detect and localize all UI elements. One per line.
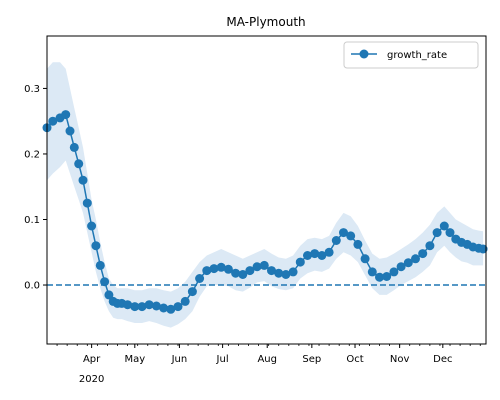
x-tick-year-label: 2020: [79, 374, 104, 385]
data-point: [259, 260, 269, 270]
data-point: [375, 272, 384, 282]
data-point: [418, 249, 428, 259]
legend-label: growth_rate: [387, 50, 447, 61]
x-axis: Apr 2020 May Jun Jul Aug Sep Oct Nov Dec: [56, 344, 481, 385]
legend-box: [343, 41, 479, 69]
legend: growth_rate: [343, 41, 479, 69]
data-point: [195, 274, 205, 283]
data-point: [95, 260, 105, 270]
data-point: [382, 272, 392, 281]
data-point: [91, 241, 101, 251]
data-point: [202, 266, 212, 276]
data-point: [245, 266, 255, 276]
x-tick-label: May: [124, 354, 145, 365]
data-point: [339, 228, 348, 238]
data-point: [74, 159, 84, 169]
data-point: [87, 221, 97, 231]
data-point: [69, 142, 79, 152]
data-point: [324, 247, 334, 257]
data-point: [303, 251, 312, 260]
data-point: [252, 262, 262, 272]
x-tick-label: Aug: [257, 354, 277, 365]
data-point: [238, 270, 248, 279]
data-point: [100, 277, 110, 287]
y-tick-label: 0.3: [24, 84, 40, 95]
data-point: [166, 304, 176, 314]
data-point: [231, 268, 241, 278]
data-point: [209, 264, 219, 274]
data-point: [144, 300, 154, 310]
data-point: [104, 290, 114, 300]
data-point: [403, 258, 413, 268]
data-point: [267, 266, 276, 276]
x-tick-label: Apr: [83, 354, 101, 365]
data-point: [317, 251, 327, 260]
chart-title: MA-Plymouth: [226, 15, 305, 29]
x-tick-label: Dec: [433, 354, 452, 365]
plot-frame: [46, 35, 487, 345]
data-point: [310, 249, 320, 259]
data-point: [288, 267, 298, 277]
data-point: [82, 198, 92, 208]
data-point: [48, 116, 58, 126]
data-point: [216, 262, 226, 272]
confidence-band: [47, 62, 484, 328]
x-tick-label: Jul: [216, 354, 229, 365]
y-axis: 0.0 0.1 0.2 0.3: [24, 84, 47, 292]
data-point: [223, 264, 233, 274]
x-tick-label: Nov: [390, 354, 410, 365]
legend-marker: [359, 49, 369, 59]
data-point: [346, 231, 356, 241]
data-point: [180, 296, 190, 306]
data-point: [295, 257, 305, 267]
x-tick-label: Jun: [171, 354, 188, 365]
data-point: [137, 302, 147, 312]
y-tick-label: 0.0: [24, 281, 40, 292]
data-point: [439, 221, 449, 231]
data-point: [274, 268, 284, 278]
x-tick-label: Oct: [346, 354, 363, 365]
data-point: [432, 228, 442, 238]
data-point: [389, 267, 399, 277]
data-point: [65, 126, 75, 136]
data-point: [478, 244, 488, 254]
data-point: [425, 241, 435, 251]
data-point: [187, 287, 197, 297]
data-point: [159, 303, 169, 313]
data-point: [61, 110, 71, 120]
data-point: [78, 175, 88, 185]
data-point: [130, 302, 140, 312]
data-point: [331, 236, 341, 245]
data-point: [151, 301, 161, 311]
data-point: [281, 270, 291, 279]
data-point: [396, 262, 406, 272]
data-point: [367, 267, 377, 277]
y-tick-label: 0.1: [24, 215, 40, 226]
y-tick-label: 0.2: [24, 149, 40, 160]
data-point: [411, 254, 420, 264]
data-point: [445, 228, 455, 238]
data-point: [353, 239, 363, 249]
plot-area: [42, 62, 488, 328]
data-point: [173, 302, 183, 312]
data-point: [123, 300, 133, 310]
x-tick-label: Sep: [302, 354, 321, 365]
data-point: [360, 254, 370, 264]
